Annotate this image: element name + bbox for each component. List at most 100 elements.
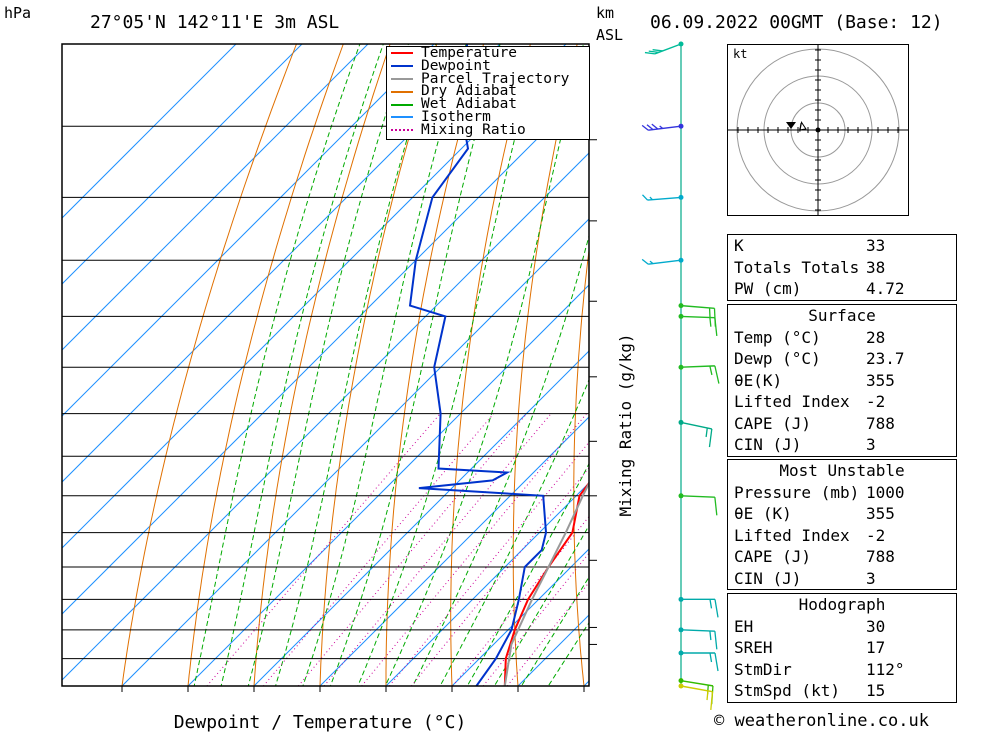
index-label: Lifted Index <box>734 392 850 411</box>
copyright-link[interactable]: © weatheronline.co.uk <box>714 711 929 731</box>
wind-barb-flag <box>714 497 718 516</box>
index-row: θE (K) 355 <box>728 503 956 525</box>
wind-barb-flag <box>646 124 654 131</box>
wet-adiabat-line <box>275 44 437 686</box>
mixing-ratio-line <box>263 413 495 686</box>
plot-frame <box>61 43 590 687</box>
index-label: Totals Totals <box>734 257 860 277</box>
index-row: Lifted Index -2 <box>728 391 956 413</box>
wet-adiabat-line <box>193 44 361 686</box>
index-value: 3 <box>866 435 876 454</box>
legend-swatch <box>391 116 413 119</box>
legend-swatch <box>391 65 413 68</box>
wind-barb <box>678 650 719 672</box>
legend-item: Dewpoint <box>387 57 589 74</box>
isotherm-line <box>319 416 589 686</box>
wind-barb-flag <box>649 260 654 265</box>
legend-swatch <box>391 52 413 55</box>
isotherm-line <box>121 218 589 686</box>
index-value: 355 <box>866 504 895 523</box>
mixing-ratio-line <box>323 413 552 686</box>
wind-barb-flag <box>709 630 712 641</box>
wind-barb-flag <box>652 49 663 52</box>
wet-adiabat-line <box>439 378 589 686</box>
index-value: 30 <box>866 616 886 636</box>
wind-barb <box>678 596 719 618</box>
legend-label: Dewpoint <box>421 57 491 74</box>
surface-title: Surface <box>808 306 876 325</box>
index-row: CIN (J) 3 <box>728 568 956 590</box>
wind-barb-shaft <box>680 315 715 319</box>
wind-barb-flag <box>714 599 719 618</box>
wind-barb <box>678 419 713 448</box>
legend-swatch <box>391 90 413 93</box>
legend-item: Parcel Trajectory <box>387 70 589 87</box>
index-value: 788 <box>866 413 895 433</box>
index-row: Totals Totals 38 <box>728 257 956 279</box>
wind-barb-flag <box>641 258 649 265</box>
wind-barb <box>678 683 714 711</box>
wind-barb <box>642 194 684 201</box>
isotherm-line <box>253 350 589 686</box>
wind-barb-flag <box>709 599 713 609</box>
wind-barb-flag <box>706 690 709 701</box>
index-value: 3 <box>866 568 876 588</box>
index-value: -2 <box>866 392 886 411</box>
mixing-ratio-line <box>361 413 587 686</box>
dry-adiabat-line <box>187 44 344 686</box>
surface-table: Surface Temp (°C) 28 Dewp (°C) 23.7 θE(K) 355… <box>727 304 957 457</box>
asl-label: ASL <box>596 26 624 44</box>
index-value: -2 <box>866 525 886 545</box>
index-row: Pressure (mb) 1000 <box>728 482 956 504</box>
isotherm-line <box>385 482 589 686</box>
datetime-title: 06.09.2022 00GMT (Base: 12) <box>650 12 943 33</box>
dry-adiabat-line <box>950 0 1000 712</box>
index-row: Lifted Index -2 <box>728 525 956 547</box>
index-row: CAPE (J) 788 <box>728 413 956 435</box>
index-label: CAPE (J) <box>734 413 812 433</box>
hodograph-origin <box>815 127 821 133</box>
index-row: PW (cm) 4.72 <box>728 278 956 300</box>
wind-barb-shaft <box>680 685 713 693</box>
index-label: θE (K) <box>734 504 792 523</box>
pressure-unit-label: hPa <box>4 4 32 22</box>
index-label: Lifted Index <box>734 525 850 545</box>
hodograph-trace <box>799 120 807 132</box>
index-label: θE(K) <box>734 370 783 390</box>
index-row: Dewp (°C) 23.7 <box>728 348 956 370</box>
isotherm-line <box>62 44 303 285</box>
wind-barb-flag <box>651 123 659 130</box>
legend-label: Parcel Trajectory <box>421 70 570 87</box>
index-row: StmSpd (kt) 15 <box>728 680 956 702</box>
hodograph: kt <box>727 44 909 216</box>
index-row: StmDir 112° <box>728 659 956 681</box>
index-value: 17 <box>866 638 886 657</box>
isotherm-line <box>62 86 589 615</box>
legend-item: Temperature <box>387 45 589 61</box>
index-label: EH <box>734 616 754 636</box>
wind-barb-shaft <box>680 304 715 309</box>
index-label: Dewp (°C) <box>734 349 821 368</box>
legend-label: Temperature <box>421 45 518 61</box>
wind-barb-flag <box>710 691 714 711</box>
storm-motion-icon <box>786 122 796 129</box>
wind-barb-flag <box>659 125 664 129</box>
wind-barb <box>678 364 720 384</box>
wind-barb-shaft <box>648 259 682 265</box>
wind-barb-flag <box>648 50 659 54</box>
legend-item: Dry Adiabat <box>387 84 589 99</box>
wind-barb-flag <box>714 317 718 337</box>
wind-barb-shaft <box>648 125 682 131</box>
legend-swatch <box>391 77 413 80</box>
wind-barb <box>641 123 684 131</box>
legend-label: Wet Adiabat <box>421 96 518 113</box>
wind-barb-shaft <box>647 196 682 201</box>
index-label: CIN (J) <box>734 435 802 454</box>
indices-top-table: K 33 Totals Totals 38 PW (cm) 4.72 <box>727 234 957 301</box>
wind-barb-flag <box>641 124 649 131</box>
legend-swatch <box>391 129 413 132</box>
isotherm-line <box>62 44 369 351</box>
wind-barb-flag <box>709 652 713 663</box>
index-row: SREH 17 <box>728 637 956 659</box>
